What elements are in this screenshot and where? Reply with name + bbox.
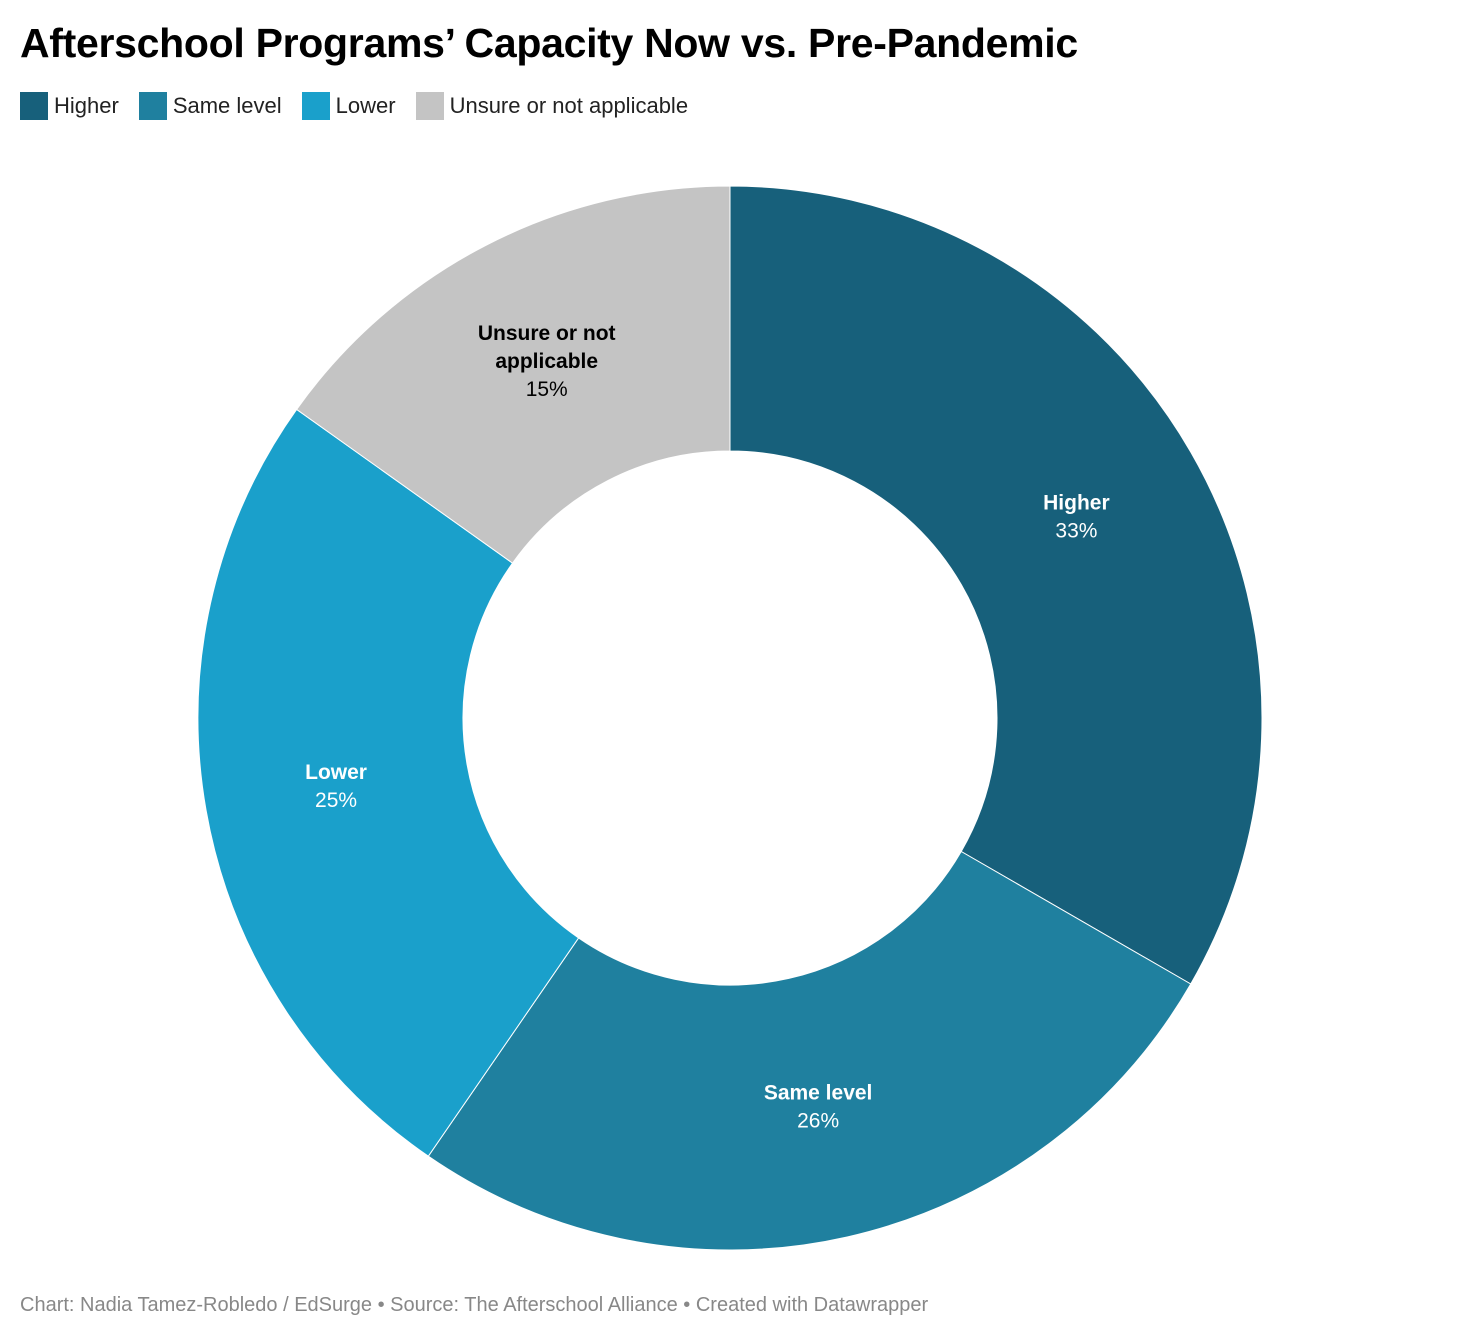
slice-label-higher: Higher 33% xyxy=(1043,492,1110,543)
legend-label-higher: Higher xyxy=(54,93,119,118)
legend-swatch-lower xyxy=(301,92,330,120)
slice-category-label: Unsure or not xyxy=(478,322,616,345)
legend-label-unsure: Unsure or not applicable xyxy=(449,93,689,118)
footer-credits: Chart: Nadia Tamez-Robledo / EdSurge • S… xyxy=(20,1294,929,1316)
slice-category-label: Lower xyxy=(305,761,367,784)
slice-label-lower: Lower 25% xyxy=(305,761,367,812)
legend-item-same-level: Same level xyxy=(138,92,282,120)
slice-category-label: Higher xyxy=(1043,492,1110,515)
legend-swatch-higher xyxy=(20,92,48,120)
legend-item-unsure: Unsure or not applicable xyxy=(415,92,689,120)
slice-label-unsure: Unsure or not applicable 15% xyxy=(478,322,616,401)
slice-value-label: 15% xyxy=(526,378,568,401)
slice-lower xyxy=(197,408,580,1157)
slice-category-label: applicable xyxy=(495,350,598,373)
slice-unsure xyxy=(295,185,731,564)
slice-label-same-level: Same level 26% xyxy=(764,1082,873,1133)
legend-label-lower: Lower xyxy=(335,93,396,118)
legend-label-same-level: Same level xyxy=(172,93,282,118)
slice-higher xyxy=(729,185,1263,985)
legend-swatch-unsure xyxy=(415,92,444,120)
slice-category-label: Same level xyxy=(764,1082,873,1105)
slice-value-label: 26% xyxy=(797,1110,839,1133)
slice-same-level xyxy=(427,850,1192,1251)
slice-value-label: 33% xyxy=(1055,520,1097,543)
chart-title: Afterschool Programs’ Capacity Now vs. P… xyxy=(20,20,1078,66)
legend-item-higher: Higher xyxy=(20,92,119,120)
slice-value-label: 25% xyxy=(315,789,357,812)
legend-swatch-same-level xyxy=(138,92,167,120)
legend: Higher Same level Lower Unsure or not ap… xyxy=(20,92,708,120)
legend-item-lower: Lower xyxy=(301,92,396,120)
